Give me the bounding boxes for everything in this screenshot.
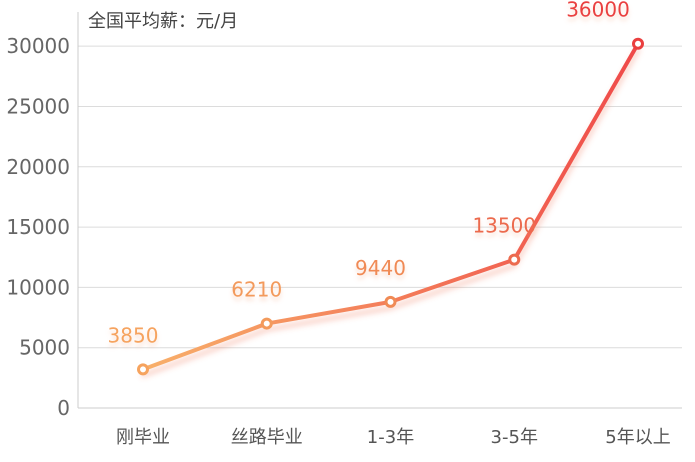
data-point-3	[384, 295, 397, 308]
x-axis-tick-labels: 刚毕业 丝路毕业 1-3年 3-5年 5年以上	[116, 427, 671, 448]
y-tick-label-10000: 10000	[6, 275, 70, 299]
x-tick-label-3: 1-3年	[367, 427, 414, 448]
data-label-2: 6210	[231, 278, 282, 302]
data-label-4: 13500	[472, 214, 536, 238]
y-tick-label-30000: 30000	[6, 34, 70, 58]
series-line	[141, 41, 640, 372]
axes	[77, 12, 682, 409]
chart-title: 全国平均薪：元/月	[88, 11, 238, 32]
data-point-2	[260, 317, 273, 330]
x-tick-label-2: 丝路毕业	[231, 427, 303, 448]
grid-lines	[78, 45, 682, 349]
y-tick-label-25000: 25000	[6, 94, 70, 118]
y-tick-label-5000: 5000	[19, 336, 70, 360]
data-point-4	[508, 253, 521, 266]
data-label-5: 36000	[566, 0, 630, 22]
y-tick-label-20000: 20000	[6, 155, 70, 179]
series-line-layer	[141, 41, 640, 372]
y-axis-tick-labels: 0 5000 10000 15000 20000 25000 30000	[6, 34, 70, 420]
x-tick-label-4: 3-5年	[491, 427, 538, 448]
data-label-1: 3850	[108, 323, 159, 347]
data-label-3: 9440	[355, 256, 406, 280]
data-points	[137, 37, 644, 376]
y-tick-label-0: 0	[57, 396, 70, 420]
data-labels: 3850 6210 9440 13500 36000	[108, 0, 630, 347]
x-tick-label-1: 刚毕业	[116, 427, 170, 448]
x-tick-label-5: 5年以上	[605, 427, 670, 448]
data-point-5	[632, 37, 644, 50]
data-point-1	[137, 363, 149, 376]
y-tick-label-15000: 15000	[6, 215, 70, 239]
